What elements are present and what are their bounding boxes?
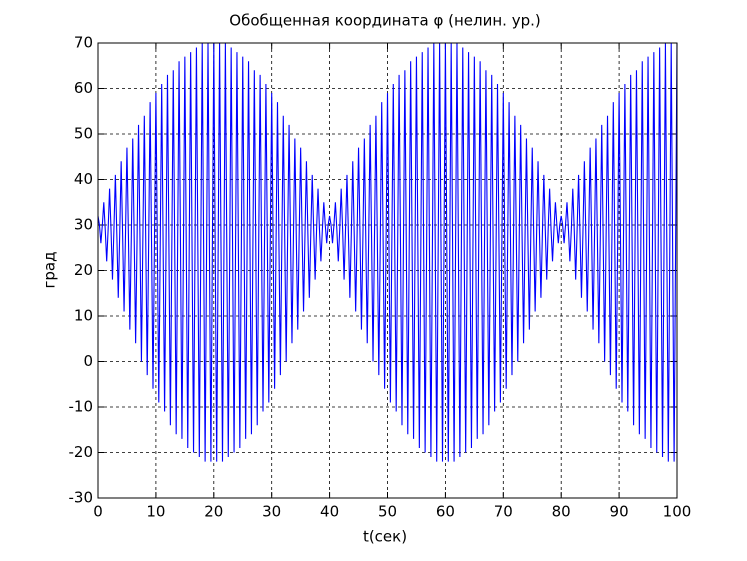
x-tick-label: 50 <box>378 503 397 521</box>
data-line <box>97 42 678 462</box>
y-tick-label: -10 <box>69 398 94 416</box>
x-tick-label: 40 <box>320 503 339 521</box>
x-tick-label: 0 <box>93 503 103 521</box>
chart-title: Обобщенная координата φ (нелин. ур.) <box>229 12 540 30</box>
x-axis-label: t(сек) <box>363 528 407 546</box>
y-tick-label: -30 <box>69 489 94 507</box>
y-tick-label: -20 <box>69 443 94 461</box>
x-tick-label: 60 <box>436 503 455 521</box>
x-tick-label: 100 <box>663 503 692 521</box>
y-tick-label: 0 <box>83 352 93 370</box>
plot-frame <box>97 42 678 499</box>
x-tick-label: 30 <box>262 503 281 521</box>
y-tick-label: 60 <box>74 79 93 97</box>
y-tick-label: 10 <box>74 307 93 325</box>
y-tick-label: 70 <box>74 34 93 52</box>
x-tick-label: 70 <box>494 503 513 521</box>
x-tick-label: 80 <box>552 503 571 521</box>
y-tick-label: 20 <box>74 261 93 279</box>
x-tick-label: 20 <box>204 503 223 521</box>
y-tick-label: 40 <box>74 170 93 188</box>
x-tick-label: 10 <box>146 503 165 521</box>
y-tick-label: 30 <box>74 216 93 234</box>
x-tick-label: 90 <box>610 503 629 521</box>
y-axis-label: град <box>41 252 59 289</box>
y-tick-label: 50 <box>74 125 93 143</box>
